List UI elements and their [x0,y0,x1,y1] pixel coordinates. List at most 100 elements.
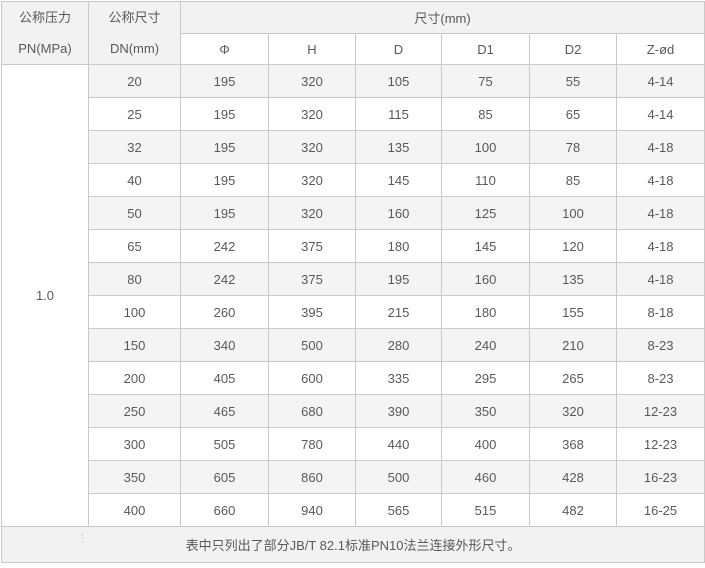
header-row-main: 公称压力 PN(MPa) 公称尺寸 DN(mm) 尺寸(mm) [1,1,705,65]
header-col-d1: D1 [441,33,530,65]
cell-d1: 240 [441,328,530,362]
cell-d2: 65 [529,97,617,131]
cell-h: 320 [268,196,356,230]
cell-h: 780 [268,427,356,461]
table-body: 1.0 20 195 320 105 75 55 4-14 25 195 320… [1,64,705,527]
cell-d: 160 [355,196,442,230]
cell-phi: 195 [180,64,269,98]
cell-h: 680 [268,394,356,428]
cell-d: 145 [355,163,442,197]
cell-h: 375 [268,262,356,296]
cell-h: 860 [268,460,356,494]
cell-d1: 400 [441,427,530,461]
cell-d1: 160 [441,262,530,296]
cell-h: 320 [268,97,356,131]
table-row: 200 405 600 335 295 265 8-23 [2,361,705,395]
cell-d2: 155 [529,295,617,329]
table-row: 300 505 780 440 400 368 12-23 [2,427,705,461]
cell-phi: 405 [180,361,269,395]
table-row: 50 195 320 160 125 100 4-18 [2,196,705,230]
cell-d1: 460 [441,460,530,494]
cell-d: 335 [355,361,442,395]
cell-d1: 350 [441,394,530,428]
cell-z: 4-18 [615,130,705,164]
cell-d2: 320 [529,394,617,428]
cell-d: 440 [355,427,442,461]
cell-z: 4-18 [615,229,705,263]
header-dn-label: 公称尺寸 [108,10,161,25]
cell-phi: 195 [180,163,269,197]
header-col-zod: Z-ød [615,33,705,65]
note-marker-dots: ⋮ [78,533,87,543]
cell-z: 4-18 [615,196,705,230]
cell-d1: 110 [441,163,530,197]
cell-phi: 465 [180,394,269,428]
header-col-phi: Φ [180,33,269,65]
cell-d2: 55 [529,64,617,98]
cell-d: 565 [355,493,442,527]
cell-d: 135 [355,130,442,164]
cell-dn: 150 [88,328,181,362]
cell-d1: 180 [441,295,530,329]
header-col-d2: D2 [529,33,617,65]
cell-d2: 428 [529,460,617,494]
cell-d: 215 [355,295,442,329]
cell-h: 320 [268,163,356,197]
cell-z: 8-23 [615,328,705,362]
cell-phi: 195 [180,97,269,131]
header-pn-label: 公称压力 [18,10,71,25]
cell-z: 12-23 [615,427,705,461]
cell-h: 600 [268,361,356,395]
cell-phi: 505 [180,427,269,461]
cell-h: 395 [268,295,356,329]
cell-d1: 125 [441,196,530,230]
cell-d: 280 [355,328,442,362]
cell-d2: 100 [529,196,617,230]
table-row: 250 465 680 390 350 320 12-23 [2,394,705,428]
cell-z: 16-25 [615,493,705,527]
cell-dn: 50 [88,196,181,230]
table-row: 1.0 20 195 320 105 75 55 4-14 [1,64,705,527]
cell-phi: 195 [180,130,269,164]
table-row: 32 195 320 135 100 78 4-18 [2,130,705,164]
cell-dn: 350 [88,460,181,494]
table-row: 400 660 940 565 515 482 16-25 [2,493,705,527]
cell-phi: 195 [180,196,269,230]
cell-d2: 265 [529,361,617,395]
cell-d: 500 [355,460,442,494]
cell-phi: 660 [180,493,269,527]
table-row: 40 195 320 145 110 85 4-18 [2,163,705,197]
cell-d1: 515 [441,493,530,527]
header-pn: 公称压力 PN(MPa) [1,1,89,65]
table-header: 公称压力 PN(MPa) 公称尺寸 DN(mm) 尺寸(mm) Φ H D D1… [1,1,705,65]
cell-h: 375 [268,229,356,263]
header-col-h: H [268,33,356,65]
cell-z: 8-18 [615,295,705,329]
cell-dn: 250 [88,394,181,428]
cell-d: 115 [355,97,442,131]
cell-d: 105 [355,64,442,98]
cell-d: 195 [355,262,442,296]
cell-d2: 78 [529,130,617,164]
cell-d2: 368 [529,427,617,461]
cell-d2: 210 [529,328,617,362]
note-row: ⋮ 表中只列出了部分JB/T 82.1标准PN10法兰连接外形尺寸。 [0,526,705,563]
cell-d1: 145 [441,229,530,263]
header-size: 尺寸(mm) [179,1,705,34]
cell-d1: 75 [441,64,530,98]
table-row: 25 195 320 115 85 65 4-14 [2,97,705,131]
cell-d: 390 [355,394,442,428]
header-dn: 公称尺寸 DN(mm) [88,1,181,65]
cell-dn: 65 [88,229,181,263]
cell-z: 12-23 [615,394,705,428]
cell-phi: 242 [180,229,269,263]
header-col-d: D [355,33,442,65]
cell-dn: 25 [88,97,181,131]
cell-d2: 135 [529,262,617,296]
table-row: 100 260 395 215 180 155 8-18 [2,295,705,329]
cell-h: 320 [268,130,356,164]
cell-d2: 120 [529,229,617,263]
note-cell: ⋮ 表中只列出了部分JB/T 82.1标准PN10法兰连接外形尺寸。 [0,526,705,563]
